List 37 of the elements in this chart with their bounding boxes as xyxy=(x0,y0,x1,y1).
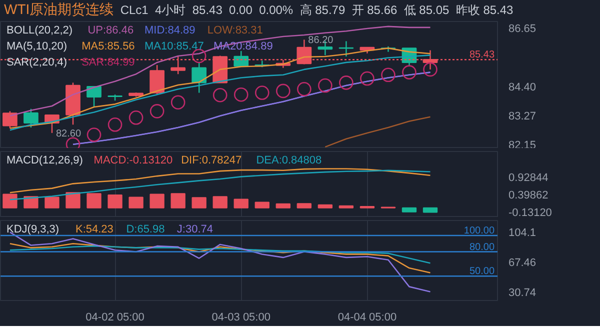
y-tick-label: 0.39862 xyxy=(508,190,548,202)
x-tick-label: 04-02 05:00 xyxy=(86,312,144,324)
annotation: MA(5,10,20) xyxy=(6,40,68,52)
ref-line-label: 80.00 xyxy=(469,242,495,253)
text: MACD:-0.13120 xyxy=(94,154,173,166)
y-tick-label: -0.13120 xyxy=(508,207,552,220)
text: UP:86.46 xyxy=(88,24,134,36)
y-tick-label: 30.74 xyxy=(508,286,536,299)
text: MA10:85.47 xyxy=(144,40,204,52)
y-tick-label: 84.40 xyxy=(508,81,536,94)
series-label: K:54.23 xyxy=(76,224,114,236)
annotation: BOLL(20,2,2) xyxy=(6,24,73,36)
ref-line-label: 50.00 xyxy=(469,266,495,278)
text: LOW:83.31 xyxy=(207,24,263,36)
y-tick-label: 67.46 xyxy=(508,256,536,269)
chart-title: WTI原油期货连续 xyxy=(4,1,114,17)
series-label: J:30.74 xyxy=(176,224,213,236)
y-tick-label: 86.65 xyxy=(508,22,536,35)
y-tick-label: 83.27 xyxy=(508,110,536,123)
text: MA5:85.56 xyxy=(82,40,135,52)
series-label: DIF:0.78247 xyxy=(181,154,242,166)
annotation: 82.60 xyxy=(56,128,82,140)
series-label: DEA:0.84808 xyxy=(256,154,322,166)
annotation: MACD(12,26,9) xyxy=(6,154,83,166)
x-tick-label: 04-03 05:00 xyxy=(212,312,270,324)
annotation: SAR(2,20,4) xyxy=(6,56,68,68)
text: SAR:84.99 xyxy=(82,56,135,68)
y-tick-label: 104.1 xyxy=(508,227,536,240)
series-label: D:65.98 xyxy=(126,224,165,236)
annotation: 86.20 xyxy=(308,35,334,46)
ref-line-label: 85.43 xyxy=(469,50,495,61)
ref-line-label: 100.00 xyxy=(464,226,495,237)
text: MID:84.89 xyxy=(144,24,196,36)
y-tick-label: 0.92844 xyxy=(508,172,548,184)
chart-subtitle: CLc1 4小时 85.43 0.00 0.00% 高 85.79 开 85.66 低 85.05 昨收 85.43 xyxy=(120,3,514,17)
x-tick-label: 04-04 05:00 xyxy=(338,312,397,324)
annotation: KDJ(9,3,3) xyxy=(6,224,60,236)
